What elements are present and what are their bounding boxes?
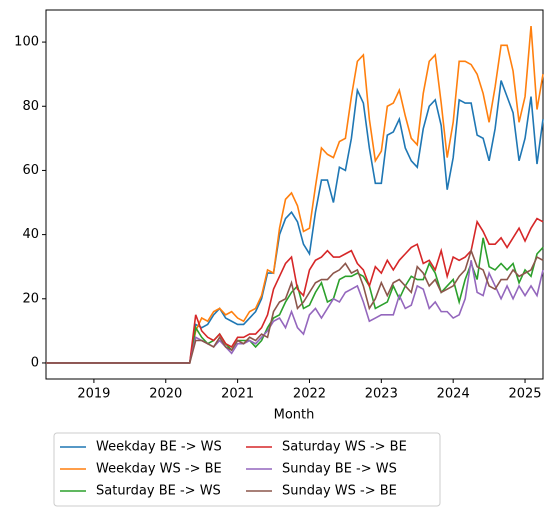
plot-area <box>45 9 544 380</box>
legend-label: Sunday BE -> WS <box>282 462 397 477</box>
x-tick-label: 2024 <box>437 387 470 402</box>
y-tick-label: 40 <box>22 227 39 242</box>
x-tick-label: 2022 <box>293 387 326 402</box>
y-tick-label: 60 <box>22 163 39 178</box>
legend-label: Weekday BE -> WS <box>96 440 222 455</box>
series-line <box>46 248 544 364</box>
series-line <box>46 217 544 364</box>
y-tick-label: 20 <box>22 291 39 306</box>
x-tick-label: 2020 <box>149 387 182 402</box>
series-line <box>46 25 544 364</box>
x-tick-label: 2019 <box>77 387 110 402</box>
x-tick-label: 2021 <box>221 387 254 402</box>
y-tick-label: 100 <box>14 35 39 50</box>
legend: Weekday BE -> WS Weekday WS -> BE Saturday… <box>53 432 441 507</box>
legend-label: Sunday WS -> BE <box>282 484 397 499</box>
x-axis-label: Month <box>274 408 315 423</box>
legend-label: Weekday WS -> BE <box>96 462 222 477</box>
x-tick-label: 2025 <box>508 387 541 402</box>
legend-label: Saturday WS -> BE <box>282 440 407 455</box>
legend-label: Saturday BE -> WS <box>96 484 221 499</box>
series-line <box>46 237 544 364</box>
x-tick-label: 2023 <box>365 387 398 402</box>
y-tick-label: 80 <box>22 99 39 114</box>
y-tick-label: 0 <box>31 355 39 370</box>
